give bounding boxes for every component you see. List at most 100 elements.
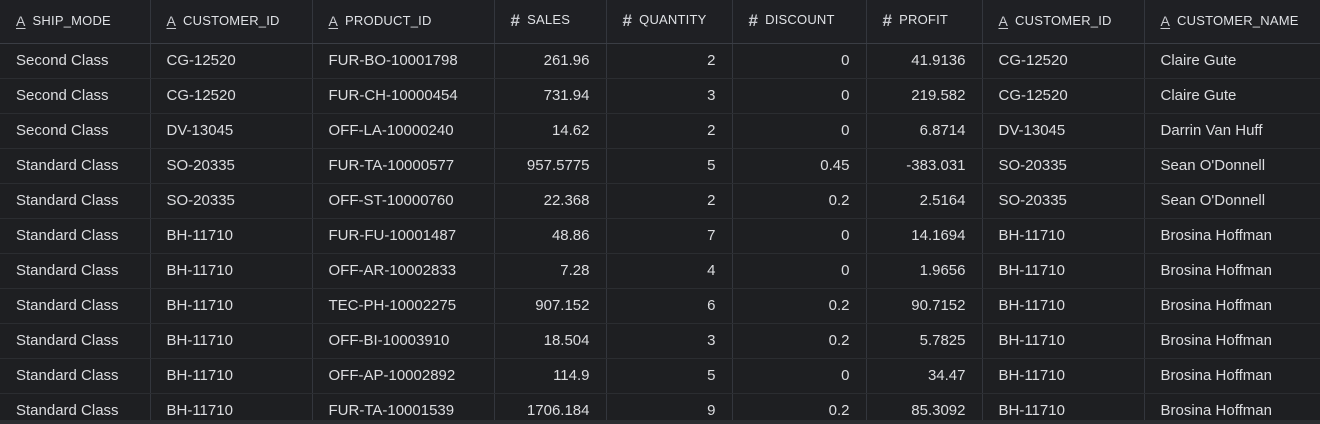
cell-customer-id[interactable]: BH-11710 bbox=[982, 218, 1145, 254]
cell-customer-name[interactable]: Brosina Hoffman bbox=[1144, 393, 1320, 424]
cell-profit[interactable]: 14.1694 bbox=[866, 218, 983, 254]
cell-quantity[interactable]: 5 bbox=[606, 148, 733, 184]
cell-product-id[interactable]: FUR-BO-10001798 bbox=[312, 43, 495, 79]
cell-customer-id[interactable]: SO-20335 bbox=[150, 183, 313, 219]
cell-discount[interactable]: 0 bbox=[732, 218, 867, 254]
cell-quantity[interactable]: 6 bbox=[606, 288, 733, 324]
cell-quantity[interactable]: 2 bbox=[606, 113, 733, 149]
cell-sales[interactable]: 22.368 bbox=[494, 183, 607, 219]
cell-discount[interactable]: 0.2 bbox=[732, 393, 867, 424]
cell-customer-name[interactable]: Sean O'Donnell bbox=[1144, 148, 1320, 184]
cell-quantity[interactable]: 2 bbox=[606, 183, 733, 219]
cell-discount[interactable]: 0 bbox=[732, 43, 867, 79]
cell-customer-name[interactable]: Claire Gute bbox=[1144, 43, 1320, 79]
cell-profit[interactable]: 2.5164 bbox=[866, 183, 983, 219]
cell-customer-id[interactable]: BH-11710 bbox=[982, 393, 1145, 424]
cell-customer-id[interactable]: SO-20335 bbox=[982, 148, 1145, 184]
cell-product-id[interactable]: OFF-AR-10002833 bbox=[312, 253, 495, 289]
column-header-product-id[interactable]: A PRODUCT_ID bbox=[312, 0, 495, 44]
cell-customer-id[interactable]: DV-13045 bbox=[150, 113, 313, 149]
cell-ship-mode[interactable]: Standard Class bbox=[0, 253, 151, 289]
cell-product-id[interactable]: OFF-AP-10002892 bbox=[312, 358, 495, 394]
cell-quantity[interactable]: 7 bbox=[606, 218, 733, 254]
cell-discount[interactable]: 0 bbox=[732, 358, 867, 394]
table-row[interactable]: Second Class CG-12520 FUR-CH-10000454 731.9… bbox=[0, 78, 1320, 114]
cell-profit[interactable]: 41.9136 bbox=[866, 43, 983, 79]
cell-discount[interactable]: 0.2 bbox=[732, 288, 867, 324]
table-row[interactable]: Second Class DV-13045 OFF-LA-10000240 14.62… bbox=[0, 113, 1320, 149]
table-row[interactable]: Standard Class BH-11710 FUR-FU-10001487 48.… bbox=[0, 218, 1320, 254]
cell-product-id[interactable]: OFF-ST-10000760 bbox=[312, 183, 495, 219]
column-header-discount[interactable]: # DISCOUNT bbox=[732, 0, 867, 44]
cell-customer-id[interactable]: CG-12520 bbox=[150, 78, 313, 114]
cell-quantity[interactable]: 2 bbox=[606, 43, 733, 79]
cell-ship-mode[interactable]: Second Class bbox=[0, 43, 151, 79]
cell-profit[interactable]: -383.031 bbox=[866, 148, 983, 184]
cell-profit[interactable]: 90.7152 bbox=[866, 288, 983, 324]
cell-quantity[interactable]: 3 bbox=[606, 323, 733, 359]
cell-customer-id[interactable]: BH-11710 bbox=[982, 253, 1145, 289]
cell-sales[interactable]: 48.86 bbox=[494, 218, 607, 254]
cell-ship-mode[interactable]: Standard Class bbox=[0, 288, 151, 324]
cell-customer-id[interactable]: BH-11710 bbox=[150, 288, 313, 324]
cell-profit[interactable]: 6.8714 bbox=[866, 113, 983, 149]
cell-discount[interactable]: 0 bbox=[732, 253, 867, 289]
cell-profit[interactable]: 5.7825 bbox=[866, 323, 983, 359]
cell-customer-id[interactable]: BH-11710 bbox=[150, 358, 313, 394]
cell-product-id[interactable]: FUR-CH-10000454 bbox=[312, 78, 495, 114]
cell-product-id[interactable]: TEC-PH-10002275 bbox=[312, 288, 495, 324]
column-header-customer-id[interactable]: A CUSTOMER_ID bbox=[150, 0, 313, 44]
cell-customer-id[interactable]: SO-20335 bbox=[150, 148, 313, 184]
cell-customer-id[interactable]: SO-20335 bbox=[982, 183, 1145, 219]
cell-customer-id[interactable]: BH-11710 bbox=[982, 323, 1145, 359]
column-header-ship-mode[interactable]: A SHIP_MODE bbox=[0, 0, 151, 44]
cell-customer-name[interactable]: Brosina Hoffman bbox=[1144, 253, 1320, 289]
cell-sales[interactable]: 114.9 bbox=[494, 358, 607, 394]
cell-sales[interactable]: 14.62 bbox=[494, 113, 607, 149]
cell-customer-name[interactable]: Darrin Van Huff bbox=[1144, 113, 1320, 149]
table-row[interactable]: Standard Class BH-11710 OFF-BI-10003910 18.… bbox=[0, 323, 1320, 359]
cell-sales[interactable]: 731.94 bbox=[494, 78, 607, 114]
cell-sales[interactable]: 261.96 bbox=[494, 43, 607, 79]
cell-discount[interactable]: 0 bbox=[732, 78, 867, 114]
cell-discount[interactable]: 0.45 bbox=[732, 148, 867, 184]
cell-sales[interactable]: 957.5775 bbox=[494, 148, 607, 184]
cell-sales[interactable]: 18.504 bbox=[494, 323, 607, 359]
cell-customer-id[interactable]: BH-11710 bbox=[982, 288, 1145, 324]
cell-sales[interactable]: 1706.184 bbox=[494, 393, 607, 424]
cell-customer-id[interactable]: CG-12520 bbox=[982, 78, 1145, 114]
cell-customer-id[interactable]: CG-12520 bbox=[982, 43, 1145, 79]
table-row[interactable]: Second Class CG-12520 FUR-BO-10001798 261.9… bbox=[0, 43, 1320, 79]
cell-customer-name[interactable]: Brosina Hoffman bbox=[1144, 218, 1320, 254]
cell-profit[interactable]: 1.9656 bbox=[866, 253, 983, 289]
cell-discount[interactable]: 0.2 bbox=[732, 323, 867, 359]
cell-ship-mode[interactable]: Standard Class bbox=[0, 323, 151, 359]
table-row[interactable]: Standard Class BH-11710 OFF-AR-10002833 7.2… bbox=[0, 253, 1320, 289]
cell-profit[interactable]: 34.47 bbox=[866, 358, 983, 394]
cell-ship-mode[interactable]: Second Class bbox=[0, 113, 151, 149]
cell-sales[interactable]: 7.28 bbox=[494, 253, 607, 289]
cell-customer-id[interactable]: BH-11710 bbox=[150, 253, 313, 289]
cell-ship-mode[interactable]: Standard Class bbox=[0, 218, 151, 254]
table-row[interactable]: Standard Class BH-11710 FUR-TA-10001539 170… bbox=[0, 393, 1320, 424]
cell-ship-mode[interactable]: Standard Class bbox=[0, 148, 151, 184]
cell-customer-name[interactable]: Claire Gute bbox=[1144, 78, 1320, 114]
cell-ship-mode[interactable]: Second Class bbox=[0, 78, 151, 114]
cell-customer-name[interactable]: Brosina Hoffman bbox=[1144, 358, 1320, 394]
table-row[interactable]: Standard Class SO-20335 FUR-TA-10000577 957… bbox=[0, 148, 1320, 184]
cell-product-id[interactable]: FUR-TA-10000577 bbox=[312, 148, 495, 184]
cell-customer-id[interactable]: BH-11710 bbox=[982, 358, 1145, 394]
cell-product-id[interactable]: FUR-TA-10001539 bbox=[312, 393, 495, 424]
column-header-customer-name[interactable]: A CUSTOMER_NAME bbox=[1144, 0, 1320, 44]
cell-customer-name[interactable]: Brosina Hoffman bbox=[1144, 288, 1320, 324]
cell-customer-id[interactable]: BH-11710 bbox=[150, 218, 313, 254]
cell-discount[interactable]: 0.2 bbox=[732, 183, 867, 219]
column-header-profit[interactable]: # PROFIT bbox=[866, 0, 983, 44]
table-row[interactable]: Standard Class BH-11710 OFF-AP-10002892 114… bbox=[0, 358, 1320, 394]
cell-product-id[interactable]: OFF-BI-10003910 bbox=[312, 323, 495, 359]
cell-customer-name[interactable]: Sean O'Donnell bbox=[1144, 183, 1320, 219]
table-row[interactable]: Standard Class SO-20335 OFF-ST-10000760 22.… bbox=[0, 183, 1320, 219]
cell-ship-mode[interactable]: Standard Class bbox=[0, 358, 151, 394]
column-header-sales[interactable]: # SALES bbox=[494, 0, 607, 44]
horizontal-scrollbar[interactable] bbox=[0, 420, 1320, 424]
